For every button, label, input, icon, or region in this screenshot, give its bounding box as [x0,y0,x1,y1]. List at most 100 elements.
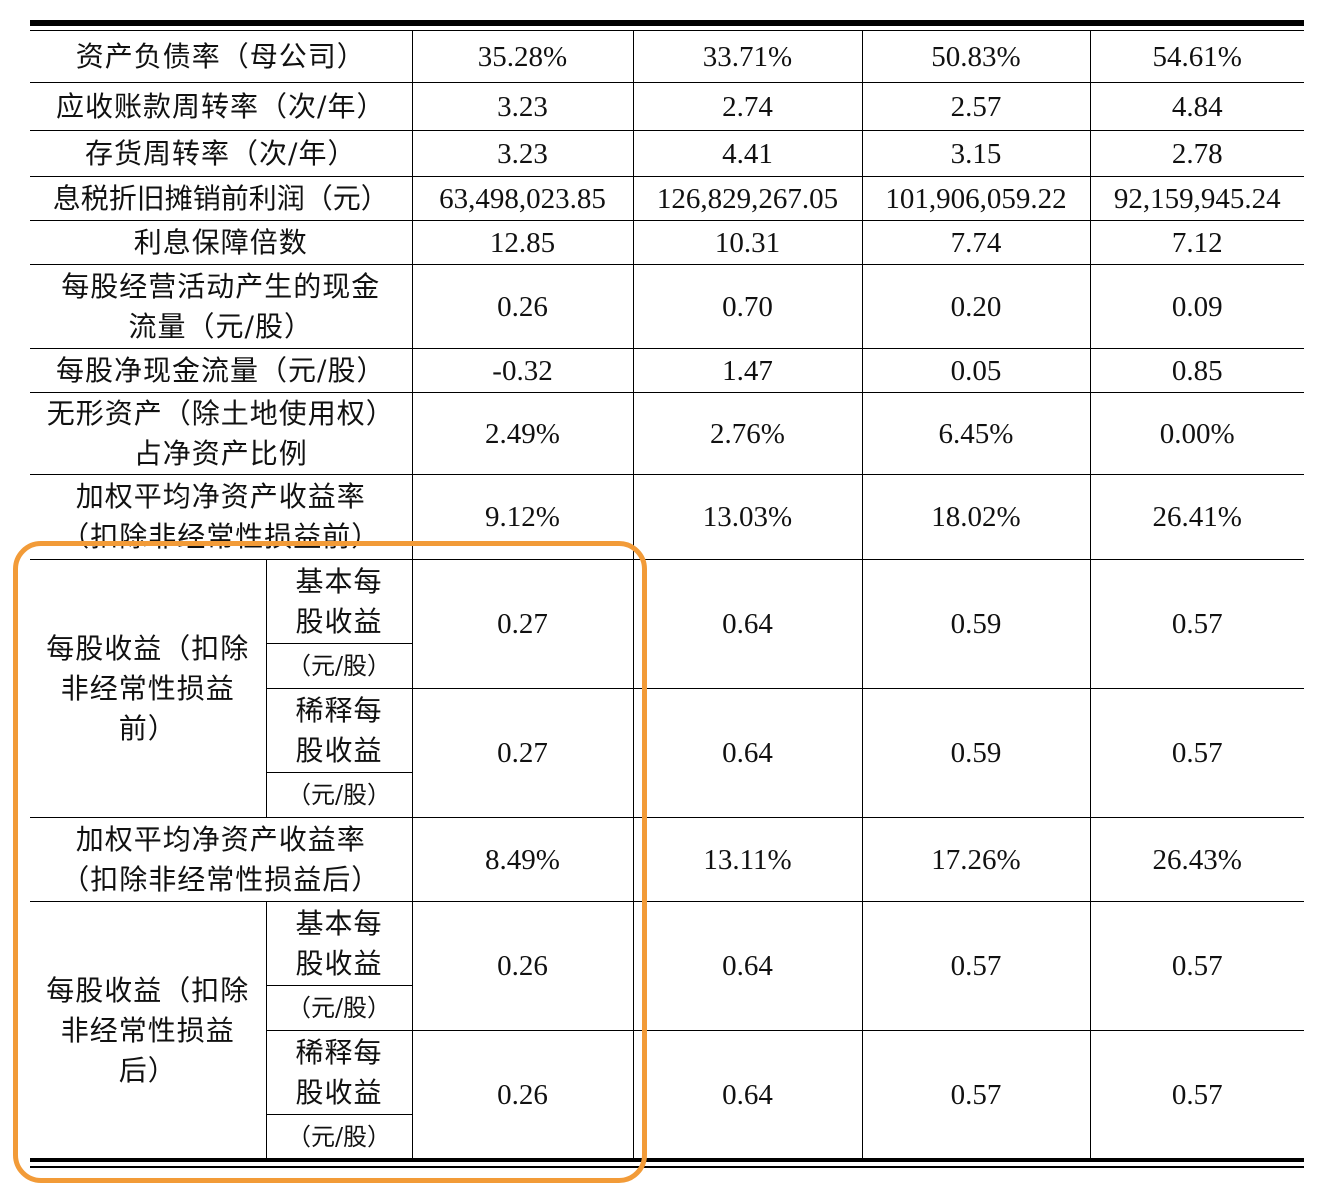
value-cell: 7.74 [861,220,1091,265]
value-cell: 35.28% [411,30,634,83]
value-cell: 26.41% [1089,474,1305,560]
bottom-rule-thin [30,1166,1304,1168]
sub-label-line: 稀释每 [295,1035,383,1069]
value-cell: 7.12 [1089,220,1305,265]
table-row: （元/股） [30,985,1304,1031]
group-label-line: 非经常性损益 [60,671,235,705]
value-cell: 6.45% [861,392,1091,475]
table-row: 加权平均净资产收益率 （扣除非经常性损益前） 9.12% 13.03% 18.0… [30,474,1305,560]
sub-label-line: 稀释每 [295,693,383,727]
value-cell: 0.26 [411,901,634,1031]
eps-after-group-label: 每股收益（扣除 非经常性损益 后） [30,901,267,1160]
row-label-line: 加权平均净资产收益率 [75,480,366,513]
row-label: 每股净现金流量（元/股） [30,348,413,393]
value-cell: 3.15 [861,130,1091,177]
unit-label: （元/股） [266,985,413,1031]
value-cell: 9.12% [411,474,634,560]
sub-label-line: 股收益 [295,946,383,980]
table-row: 息税折旧摊销前利润（元） 63,498,023.85 126,829,267.0… [30,176,1305,221]
value-cell: 4.84 [1089,82,1305,131]
row-label-line: 加权平均净资产收益率 [75,822,366,856]
row-label: 无形资产（除土地使用权） 占净资产比例 [30,392,413,475]
row-label: 息税折旧摊销前利润（元） [30,176,413,221]
value-cell: 26.43% [1089,817,1305,902]
value-cell: 0.20 [861,264,1091,349]
sub-label-line: 基本每 [295,906,383,940]
value-cell: 0.64 [632,901,863,1031]
value-cell: 12.85 [411,220,634,265]
value-cell: 0.64 [632,1030,863,1160]
basic-eps-label: 基本每 股收益 [265,901,413,986]
group-label-line: 每股收益（扣除 [46,631,250,665]
value-cell: 0.59 [861,559,1091,689]
value-cell: 0.57 [1089,688,1305,818]
value-cell: 0.05 [861,348,1091,393]
financial-indicators-table: 资产负债率（母公司） 35.28% 33.71% 50.83% 54.61% 应… [30,30,1305,1160]
table-row: 每股收益（扣除 非经常性损益 前） 基本每 股收益 0.27 0.64 0.59… [30,559,1305,818]
row-label: 利息保障倍数 [30,220,413,265]
value-cell: 0.70 [632,264,863,349]
unit-label: （元/股） [266,643,413,689]
value-cell: 8.49% [411,817,634,902]
row-label: 每股经营活动产生的现金 流量（元/股） [30,264,413,349]
value-cell: 10.31 [632,220,863,265]
table-row: 每股经营活动产生的现金 流量（元/股） 0.26 0.70 0.20 0.09 [30,264,1305,349]
value-cell: 0.09 [1089,264,1305,349]
value-cell: 0.57 [1089,559,1305,689]
table-row: 无形资产（除土地使用权） 占净资产比例 2.49% 2.76% 6.45% 0.… [30,392,1305,475]
table-row: 利息保障倍数 12.85 10.31 7.74 7.12 [30,220,1305,265]
table-row: （元/股） [30,1114,1304,1160]
table-row: 每股收益（扣除 非经常性损益 后） 基本每 股收益 0.26 0.64 0.57… [30,901,1305,1160]
value-cell: 2.78 [1089,130,1305,177]
group-label-line: 非经常性损益 [60,1013,235,1047]
sub-label-line: 股收益 [295,604,383,638]
value-cell: 13.03% [632,474,863,560]
value-cell: 3.23 [411,130,634,177]
value-cell: 0.26 [411,264,634,349]
table-row: 加权平均净资产收益率 （扣除非经常性损益后） 8.49% 13.11% 17.2… [30,817,1305,902]
row-label-line: 无形资产（除土地使用权） [46,396,395,430]
value-cell: 0.59 [861,688,1091,818]
unit-label: （元/股） [266,772,413,818]
value-cell: 0.57 [1089,901,1305,1031]
table-row: 每股净现金流量（元/股） -0.32 1.47 0.05 0.85 [30,348,1305,393]
value-cell: 0.64 [632,559,863,689]
value-cell: 50.83% [861,30,1091,83]
eps-before-group-label: 每股收益（扣除 非经常性损益 前） [30,559,267,818]
row-label: 加权平均净资产收益率 （扣除非经常性损益后） [30,817,413,902]
value-cell: 0.00% [1089,392,1305,475]
row-label: 应收账款周转率（次/年） [30,82,413,131]
row-label: 加权平均净资产收益率 （扣除非经常性损益前） [30,474,413,560]
value-cell: 126,829,267.05 [632,176,863,221]
value-cell: 18.02% [861,474,1091,560]
group-label-line: 前） [118,711,177,745]
row-label: 资产负债率（母公司） [30,30,413,83]
sub-label-line: 股收益 [295,733,383,767]
sub-label-line: 股收益 [295,1075,383,1109]
top-rule [30,20,1304,26]
value-cell: 17.26% [861,817,1091,902]
diluted-eps-label: 稀释每 股收益 [266,688,413,773]
value-cell: 0.57 [1089,1030,1305,1160]
table-row: 稀释每 股收益 0.26 0.64 0.57 0.57 [30,1030,1305,1160]
value-cell: 63,498,023.85 [411,176,634,221]
unit-label: （元/股） [266,1114,413,1160]
row-label-line: 流量（元/股） [128,309,313,343]
row-label-line: （扣除非经常性损益后） [61,862,381,896]
group-label-line: 每股收益（扣除 [46,973,250,1007]
row-label-line: 每股经营活动产生的现金 [61,269,381,303]
value-cell: 33.71% [632,30,863,83]
bottom-rule [30,1158,1304,1162]
value-cell: 4.41 [632,130,863,177]
row-label: 存货周转率（次/年） [30,130,413,177]
table-row: （元/股） [30,643,1304,689]
value-cell: 13.11% [632,817,863,902]
basic-eps-label: 基本每 股收益 [265,559,413,644]
row-label-line: （扣除非经常性损益前） [61,520,381,553]
value-cell: 2.57 [861,82,1091,131]
table-row: 应收账款周转率（次/年） 3.23 2.74 2.57 4.84 [30,82,1305,131]
value-cell: 0.64 [632,688,863,818]
sub-label-line: 基本每 [295,564,383,598]
value-cell: 0.57 [861,901,1091,1031]
value-cell: 101,906,059.22 [861,176,1091,221]
